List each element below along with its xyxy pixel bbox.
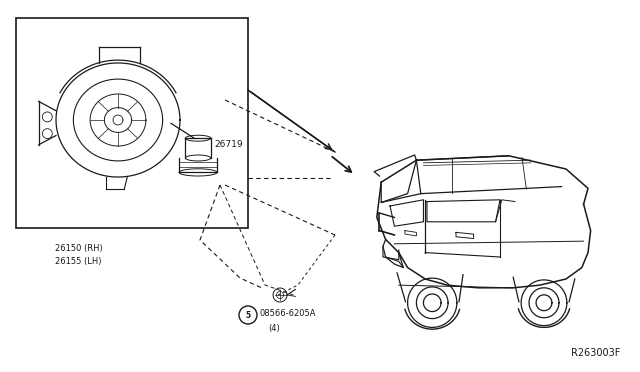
Circle shape [42,112,52,122]
Text: R263003F: R263003F [571,348,620,358]
Text: 26150 (RH): 26150 (RH) [55,244,103,253]
Circle shape [42,129,52,139]
Text: 08566-6205A: 08566-6205A [260,308,317,317]
Bar [16,18,248,228]
Text: (4): (4) [268,324,280,333]
Text: 5: 5 [245,311,251,320]
Circle shape [239,306,257,324]
Text: 26719: 26719 [214,140,243,149]
Text: 26155 (LH): 26155 (LH) [55,257,102,266]
